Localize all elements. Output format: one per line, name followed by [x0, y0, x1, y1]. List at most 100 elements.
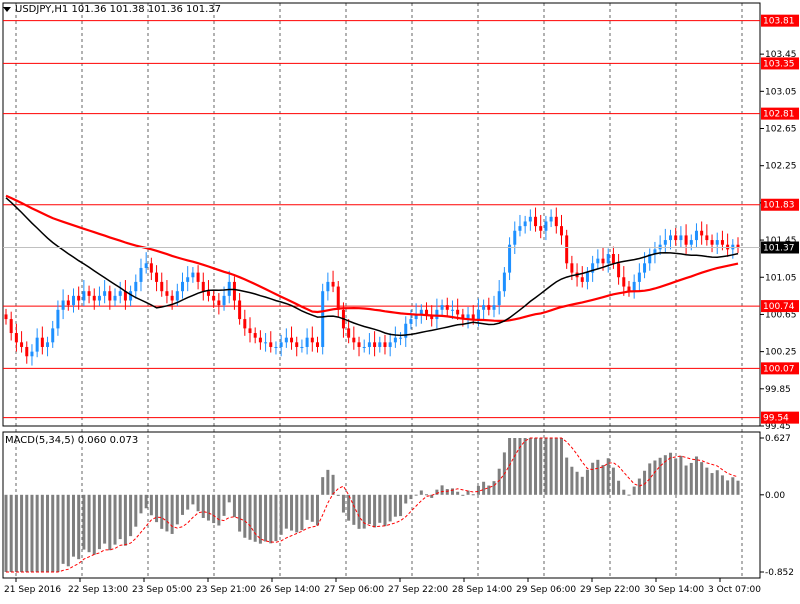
macd-bar [388, 494, 392, 522]
time-axis-label: 23 Sep 21:00 [196, 585, 256, 595]
candle-body [694, 230, 698, 241]
price-tick-label: 101.05 [765, 273, 797, 283]
candle-body [46, 342, 50, 347]
macd-bar [336, 494, 340, 496]
macd-bar [611, 467, 615, 495]
macd-bar [123, 494, 127, 546]
candle-body [217, 300, 221, 306]
candle-body [30, 351, 34, 357]
current-price-tag [761, 241, 799, 254]
candle-body [450, 309, 454, 311]
candle-body [56, 309, 60, 329]
candle-body [144, 263, 148, 268]
candle-body [222, 295, 226, 306]
macd-bar [264, 494, 268, 542]
candle-body [186, 277, 190, 282]
macd-bar [720, 475, 724, 495]
candle-body [87, 291, 91, 296]
macd-bar [617, 480, 621, 495]
macd-bar [46, 494, 50, 572]
candle-body [544, 221, 548, 231]
candle-body [20, 342, 24, 347]
macd-bar [357, 494, 361, 529]
macd-bar [679, 455, 683, 495]
price-level-label: 103.81 [763, 17, 795, 27]
macd-bar [51, 494, 55, 572]
candle-body [4, 314, 8, 320]
macd-bar [321, 477, 325, 495]
macd-bar [341, 494, 345, 513]
macd-bar [643, 470, 647, 495]
candle-body [663, 240, 667, 245]
chart-title: USDJPY,H1 101.36 101.38 101.36 101.37 [3, 4, 221, 15]
macd-bar [669, 452, 673, 495]
price-level-tag [761, 57, 799, 70]
macd-bar [56, 494, 60, 572]
macd-bar [315, 494, 319, 526]
macd-bar [528, 438, 532, 495]
macd-bar [300, 494, 304, 531]
macd-bar [435, 489, 439, 495]
macd-bar [367, 494, 371, 525]
price-tick-label: 103.05 [765, 87, 797, 97]
candle-body [331, 281, 335, 287]
time-axis-label: 21 Sep 2016 [4, 585, 61, 595]
candle-body [77, 295, 81, 301]
candle-body [149, 263, 153, 273]
macd-bar [570, 466, 574, 495]
macd-signal-line [6, 437, 739, 573]
candle-body [310, 337, 314, 343]
macd-bar [20, 494, 24, 572]
candle-body [456, 309, 460, 315]
candle-body [580, 277, 584, 282]
macd-bar [700, 462, 704, 495]
price-level-label: 101.83 [763, 201, 795, 211]
candle-body [471, 314, 475, 320]
macd-bar [637, 478, 641, 495]
candle-body [513, 230, 517, 245]
price-tick-label: 102.65 [765, 125, 797, 135]
candle-body [689, 240, 693, 245]
macd-bar [663, 455, 667, 495]
macd-bar [274, 494, 278, 542]
candle-body [559, 226, 563, 236]
candle-body [591, 263, 595, 273]
candle-body [466, 314, 470, 320]
macd-bar [658, 457, 662, 495]
candle-body [700, 230, 704, 236]
macd-bar [378, 494, 382, 523]
macd-bar [4, 494, 8, 572]
candle-body [175, 291, 179, 301]
macd-bar [715, 470, 719, 495]
candle-body [264, 342, 268, 344]
candle-body [399, 337, 403, 339]
macd-bar [632, 486, 636, 495]
candle-body [92, 295, 96, 301]
dropdown-arrow-icon[interactable] [3, 7, 11, 12]
candle-body [129, 291, 133, 301]
candle-body [253, 333, 257, 338]
macd-bar [461, 494, 465, 496]
candle-body [9, 319, 13, 334]
candle-body [61, 300, 65, 310]
macd-bar [456, 491, 460, 495]
macd-bar [222, 494, 226, 516]
candle-body [352, 337, 356, 343]
macd-bar [497, 468, 501, 495]
macd-bar [279, 494, 283, 535]
candle-body [315, 342, 319, 347]
macd-bar [373, 494, 377, 528]
candle-body [440, 305, 444, 310]
time-axis-label: 27 Sep 06:00 [324, 585, 384, 595]
candle-body [617, 263, 621, 278]
macd-bar [9, 494, 13, 572]
price-level-tag [761, 14, 799, 27]
price-level-label: 100.07 [763, 364, 795, 374]
candle-body [383, 342, 387, 347]
macd-bar [61, 494, 65, 564]
candle-body [373, 342, 377, 347]
candle-body [367, 342, 371, 347]
time-axis-label: 30 Sep 14:00 [644, 585, 704, 595]
